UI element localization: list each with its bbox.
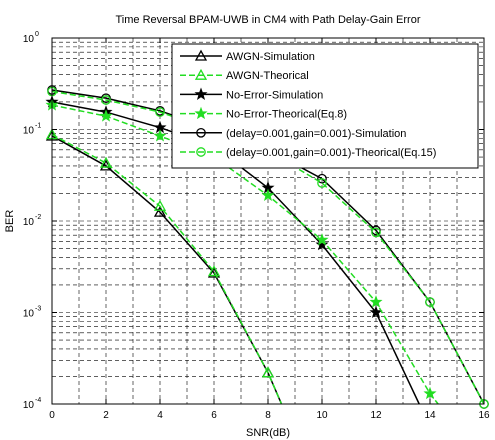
x-tick-label: 8	[265, 410, 271, 421]
legend-label: (delay=0.001,gain=0.001)-Theorical(Eq.15…	[226, 147, 436, 159]
y-tick-exponent: -2	[35, 214, 41, 221]
x-tick-label: 16	[478, 410, 490, 421]
legend-item-4: No-Error-Theorical(Eq.8)	[180, 106, 347, 121]
legend-label: AWGN-Simulation	[226, 51, 315, 63]
y-tick-exponent: -4	[35, 397, 41, 404]
series-marker	[153, 205, 167, 217]
series-marker	[153, 129, 167, 142]
legend-label: AWGN-Theorical	[226, 70, 309, 82]
legend-item-1: AWGN-Simulation	[180, 49, 315, 63]
series-marker	[315, 233, 329, 246]
series-line	[51, 90, 485, 405]
y-tick-label: 10	[23, 34, 35, 45]
series-marker	[317, 178, 327, 188]
series-marker	[196, 127, 206, 138]
series-marker	[153, 199, 167, 211]
x-axis-label: SNR(dB)	[246, 427, 290, 439]
series-marker	[369, 295, 383, 308]
series-marker	[194, 106, 208, 120]
y-tick-exponent: 0	[35, 31, 39, 38]
x-tick-label: 10	[316, 410, 328, 421]
x-tick-label: 12	[370, 410, 382, 421]
y-tick-label: 10	[23, 400, 35, 411]
series-marker	[317, 173, 327, 184]
chart-title: Time Reversal BPAM-UWB in CM4 with Path …	[115, 14, 420, 26]
y-tick-label: 10	[23, 309, 35, 320]
x-tick-label: 14	[424, 410, 436, 421]
series-2	[45, 128, 283, 405]
series-marker	[99, 156, 113, 168]
series-marker	[194, 49, 208, 61]
series-marker	[194, 87, 208, 100]
series-marker	[207, 266, 221, 278]
legend-label: No-Error-Theorical(Eq.8)	[226, 109, 347, 121]
y-tick-label: 10	[23, 217, 35, 228]
series-marker	[425, 297, 435, 307]
x-tick-label: 0	[49, 410, 55, 421]
legend-label: (delay=0.001,gain=0.001)-Simulation	[226, 128, 406, 140]
legend: AWGN-Simulation AWGN-Theorical No-Error-Si…	[171, 43, 479, 169]
series-marker	[101, 95, 111, 105]
legend-box	[171, 43, 479, 169]
x-tick-label: 4	[157, 410, 163, 421]
y-axis-label: BER	[4, 210, 16, 233]
series-marker	[261, 366, 275, 378]
legend-label: No-Error-Simulation	[226, 89, 323, 101]
legend-item-5: (delay=0.001,gain=0.001)-Simulation	[180, 128, 406, 140]
series-marker	[99, 109, 113, 122]
series-marker	[261, 188, 275, 202]
legend-item-6: (delay=0.001,gain=0.001)-Theorical(Eq.15…	[180, 147, 436, 159]
series-marker	[315, 237, 329, 251]
series-marker	[196, 147, 206, 157]
series-marker	[194, 68, 208, 80]
legend-item-2: AWGN-Theorical	[180, 68, 309, 82]
series-marker	[207, 265, 221, 277]
series-marker	[371, 227, 381, 238]
series-line	[51, 133, 283, 405]
x-tick-label: 2	[103, 410, 109, 421]
y-tick-exponent: -1	[35, 123, 41, 130]
legend-items: AWGN-Simulation AWGN-Theorical No-Error-Si…	[180, 49, 436, 159]
legend-item-3: No-Error-Simulation	[180, 87, 323, 101]
y-tick-label: 10	[23, 126, 35, 137]
series-marker	[155, 107, 165, 117]
y-tick-exponent: -3	[35, 306, 41, 313]
series-marker	[423, 386, 437, 400]
x-tick-label: 6	[211, 410, 217, 421]
